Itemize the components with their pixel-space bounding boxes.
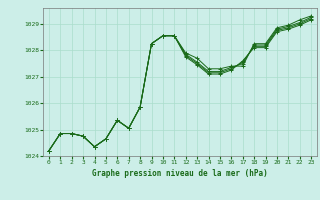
X-axis label: Graphe pression niveau de la mer (hPa): Graphe pression niveau de la mer (hPa) (92, 169, 268, 178)
